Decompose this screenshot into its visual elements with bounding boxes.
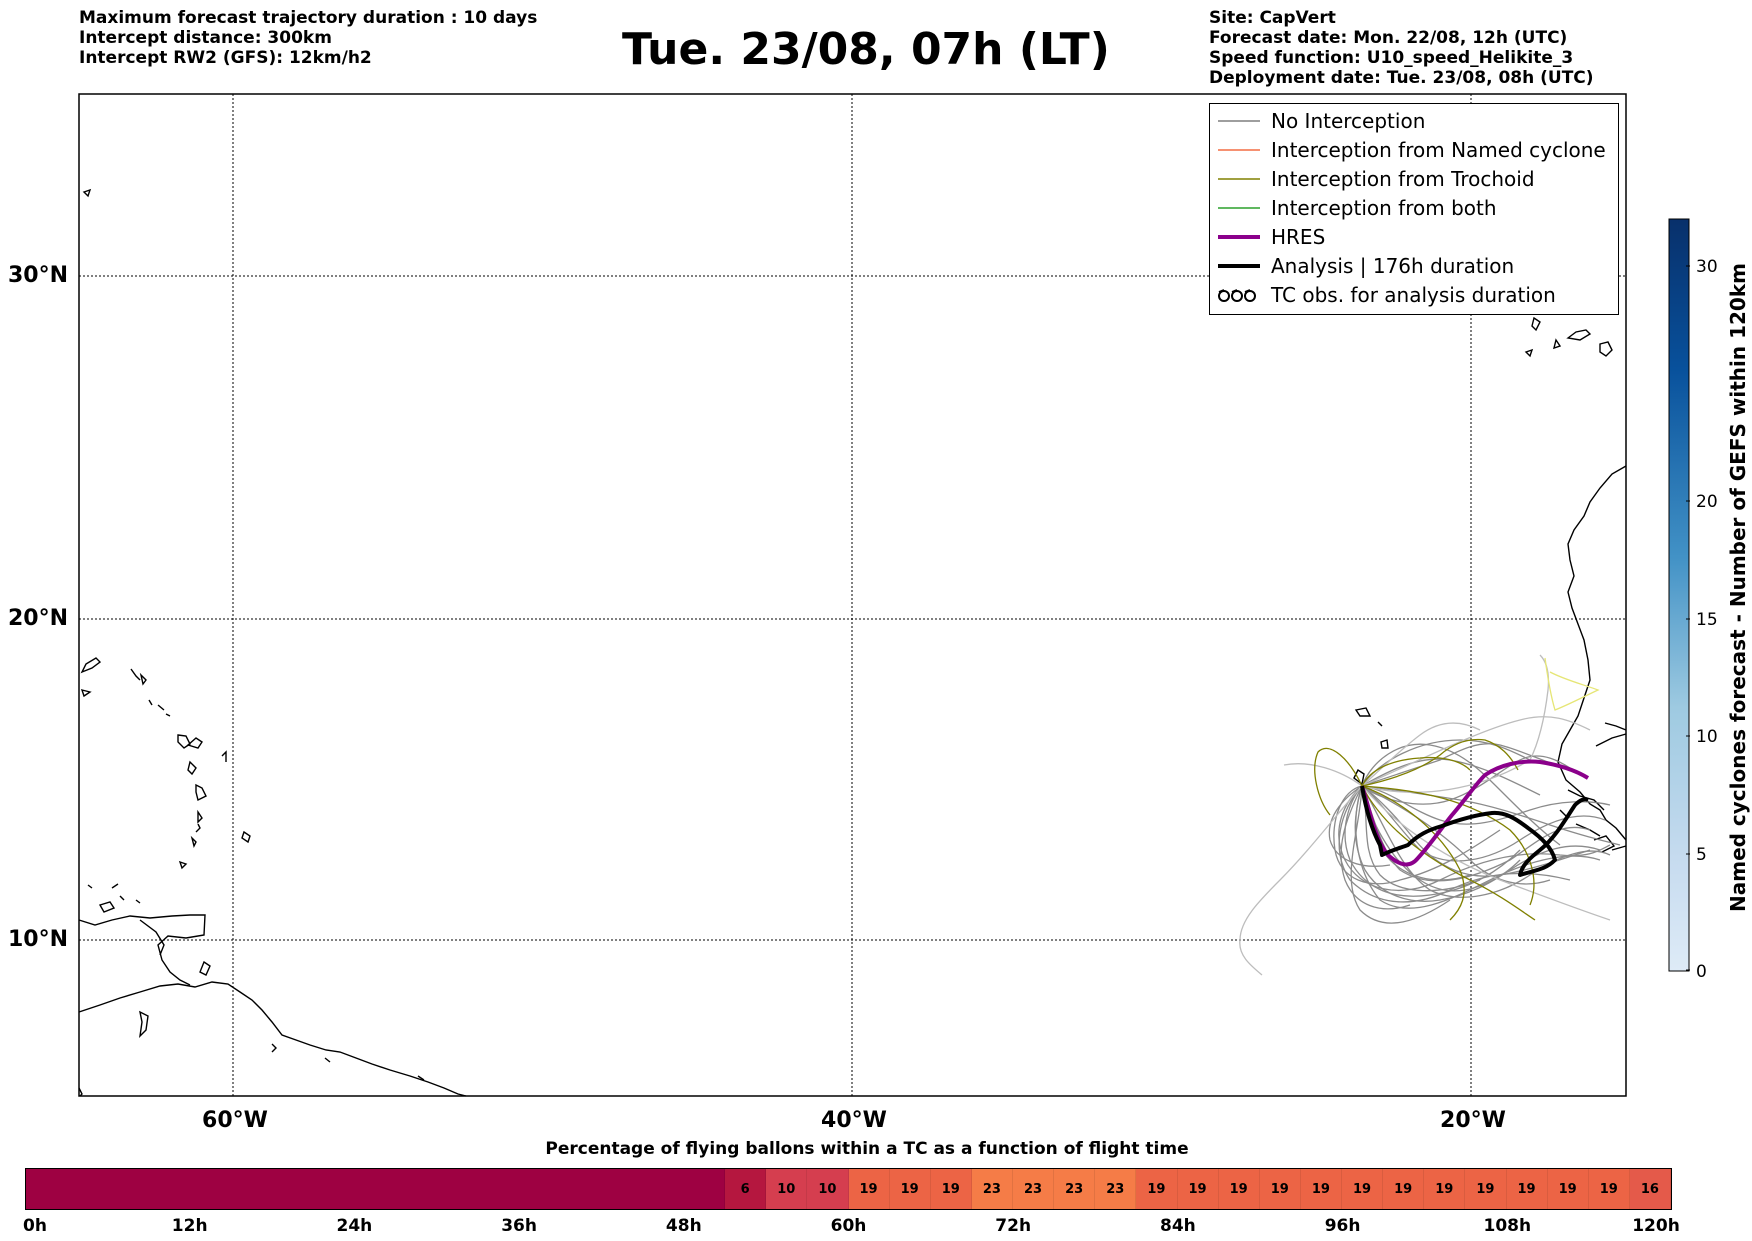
colorbar-tick: 5: [1696, 845, 1707, 865]
legend-swatch: [1216, 224, 1260, 250]
time-tick-label: 48h: [665, 1216, 702, 1236]
time-tick-label: 0h: [23, 1216, 47, 1236]
header-left-line: Intercept RW2 (GFS): 12km/h2: [79, 48, 372, 68]
legend-item: TC obs. for analysis duration: [1210, 282, 1618, 308]
percentage-bar-title: Percentage of flying ballons within a TC…: [545, 1139, 1189, 1159]
percentage-segment: [26, 1169, 726, 1209]
time-tick-label: 60h: [830, 1216, 867, 1236]
legend-label: TC obs. for analysis duration: [1271, 283, 1556, 307]
header-left-line: Intercept distance: 300km: [79, 28, 332, 48]
lat-label: 10°N: [8, 927, 69, 952]
percentage-segment: 16: [1629, 1169, 1671, 1209]
colorbar-tick: 15: [1696, 610, 1718, 630]
time-tick-label: 120h: [1632, 1216, 1680, 1236]
time-tick-label: 12h: [171, 1216, 208, 1236]
colorbar-tick: 20: [1696, 492, 1718, 512]
percentage-segment: 23: [1013, 1169, 1055, 1209]
time-tick-label: 24h: [336, 1216, 373, 1236]
trajectories-light: [1239, 654, 1611, 976]
cyclone-colorbar: [1668, 218, 1690, 972]
legend-label: No Interception: [1271, 109, 1426, 133]
lon-label: 60°W: [202, 1108, 268, 1133]
percentage-segment: 19: [1588, 1169, 1630, 1209]
colorbar-tick: 0: [1696, 962, 1707, 982]
percentage-segment: 10: [766, 1169, 808, 1209]
percentage-segment: 19: [889, 1169, 931, 1209]
lat-label: 20°N: [8, 606, 69, 631]
percentage-segment: 19: [1342, 1169, 1384, 1209]
percentage-segment: 6: [725, 1169, 767, 1209]
percentage-segment: 19: [1259, 1169, 1301, 1209]
legend-swatch: [1216, 137, 1260, 163]
percentage-segment: 19: [1300, 1169, 1342, 1209]
colorbar-tick: 30: [1696, 257, 1718, 277]
percentage-segment: 19: [1136, 1169, 1178, 1209]
colorbar-label: Named cyclones forecast - Number of GEFS…: [1726, 263, 1750, 912]
legend-swatch: [1216, 166, 1260, 192]
trajectory-yellow: [1544, 657, 1600, 711]
legend-label: Analysis | 176h duration: [1271, 254, 1515, 278]
header-right-line: Forecast date: Mon. 22/08, 12h (UTC): [1209, 28, 1568, 48]
legend-item: Interception from Trochoid: [1210, 166, 1618, 192]
header-left: Maximum forecast trajectory duration : 1…: [79, 8, 537, 68]
time-tick-label: 72h: [995, 1216, 1032, 1236]
time-tick-label: 96h: [1324, 1216, 1361, 1236]
legend-label: Interception from Named cyclone: [1271, 138, 1606, 162]
page-title: Tue. 23/08, 07h (LT): [622, 24, 1110, 75]
percentage-segment: 19: [1177, 1169, 1219, 1209]
percentage-bar: 6 10 10 19 19 19 23 23 23 23 19 19 19 19 19 19 19 19 19 19 1…: [25, 1168, 1672, 1210]
header-right-line: Deployment date: Tue. 23/08, 08h (UTC): [1209, 68, 1594, 88]
legend-label: Interception from Trochoid: [1271, 167, 1535, 191]
legend-swatch: [1216, 108, 1260, 134]
percentage-segment: 23: [1095, 1169, 1137, 1209]
time-tick-label: 108h: [1483, 1216, 1532, 1236]
legend-item: Interception from both: [1210, 195, 1618, 221]
legend-item: Interception from Named cyclone: [1210, 137, 1618, 163]
colorbar-tick: 10: [1696, 727, 1718, 747]
percentage-segment: 19: [1218, 1169, 1260, 1209]
percentage-segment: 19: [848, 1169, 890, 1209]
percentage-segment: 23: [1054, 1169, 1096, 1209]
legend-label: Interception from both: [1271, 196, 1497, 220]
analysis-track: [1360, 785, 1590, 877]
percentage-segment: 19: [1547, 1169, 1589, 1209]
trajectories-trochoid: [1314, 738, 1536, 921]
percentage-segment: 19: [1424, 1169, 1466, 1209]
legend-swatch: [1216, 195, 1260, 221]
header-left-line: Maximum forecast trajectory duration : 1…: [79, 8, 538, 28]
header-right-line: Site: CapVert: [1209, 8, 1336, 28]
lon-label: 20°W: [1440, 1108, 1506, 1133]
header-right-line: Speed function: U10_speed_Helikite_3: [1209, 48, 1574, 68]
percentage-segment: 19: [1506, 1169, 1548, 1209]
hres-track: [1360, 759, 1590, 867]
percentage-segment: 19: [1383, 1169, 1425, 1209]
percentage-segment: 10: [807, 1169, 849, 1209]
map-legend: No Interception Interception from Named c…: [1209, 103, 1619, 315]
time-tick-label: 36h: [501, 1216, 537, 1236]
legend-item: HRES: [1210, 224, 1618, 250]
time-tick-label: 84h: [1160, 1216, 1196, 1236]
legend-label: HRES: [1271, 225, 1326, 249]
legend-swatch: [1216, 282, 1260, 308]
percentage-segment: 19: [930, 1169, 972, 1209]
legend-swatch: [1216, 253, 1260, 279]
coastline-west: [78, 188, 467, 1097]
legend-item: No Interception: [1210, 108, 1618, 134]
percentage-segment: 23: [971, 1169, 1013, 1209]
legend-item: Analysis | 176h duration: [1210, 253, 1618, 279]
header-right: Site: CapVert Forecast date: Mon. 22/08,…: [1209, 8, 1594, 88]
percentage-segment: 19: [1465, 1169, 1507, 1209]
trajectories-no-interception: [1328, 739, 1621, 924]
lat-label: 30°N: [8, 263, 69, 288]
lon-label: 40°W: [821, 1108, 887, 1133]
